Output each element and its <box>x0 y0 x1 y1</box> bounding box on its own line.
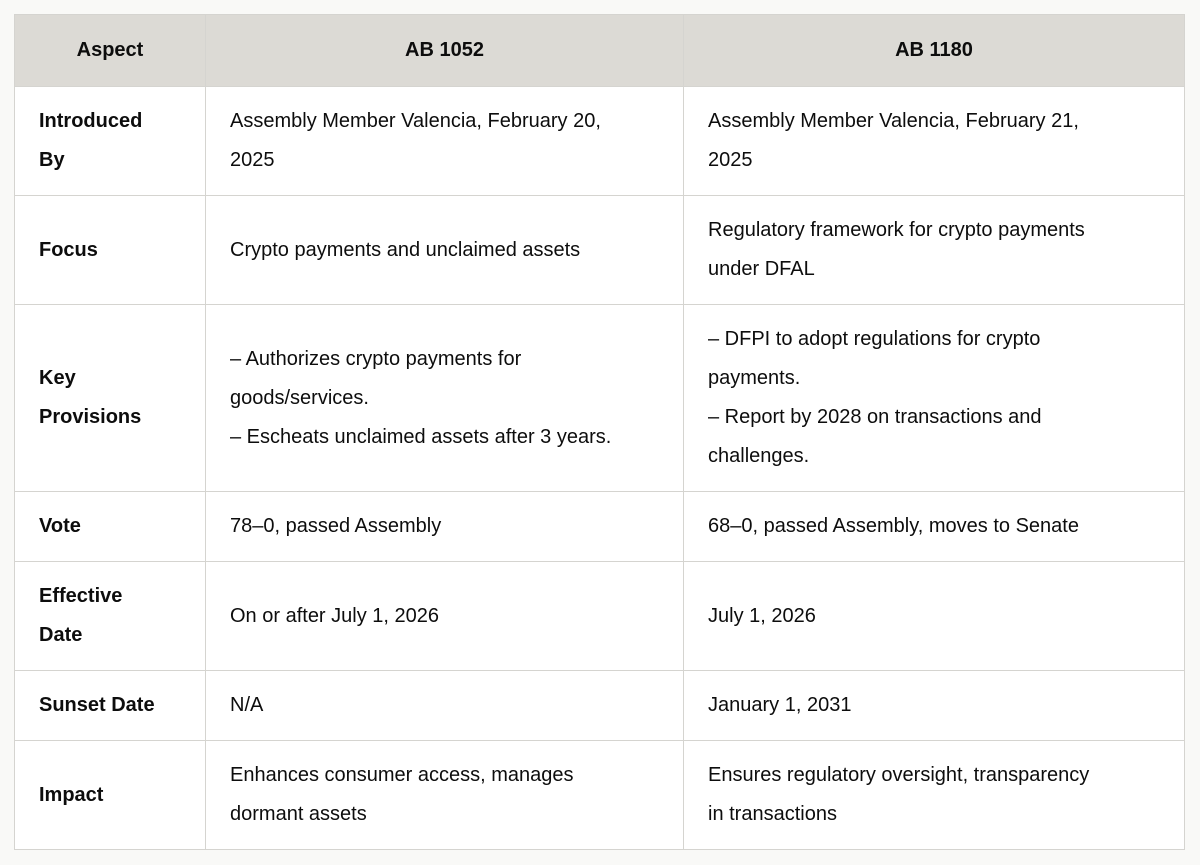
row-label-effective-date: Effective Date <box>14 561 206 671</box>
header-cell-aspect: Aspect <box>14 14 206 87</box>
table-row-effective-date: Effective Date On or after July 1, 2026 … <box>14 561 1185 671</box>
cell-ab1052-impact: Enhances consumer access, manages dorman… <box>205 740 684 850</box>
cell-ab1052-introduced-by: Assembly Member Valencia, February 20, 2… <box>205 86 684 196</box>
cell-ab1180-sunset-date: January 1, 2031 <box>683 670 1185 741</box>
table-row-impact: Impact Enhances consumer access, manages… <box>14 740 1185 850</box>
table-row-focus: Focus Crypto payments and unclaimed asse… <box>14 195 1185 305</box>
header-cell-ab1180: AB 1180 <box>683 14 1185 87</box>
cell-ab1180-vote: 68–0, passed Assembly, moves to Senate <box>683 491 1185 562</box>
row-label-sunset-date: Sunset Date <box>14 670 206 741</box>
cell-ab1052-focus: Crypto payments and unclaimed assets <box>205 195 684 305</box>
cell-ab1052-effective-date: On or after July 1, 2026 <box>205 561 684 671</box>
table-row-vote: Vote 78–0, passed Assembly 68–0, passed … <box>14 491 1185 562</box>
cell-ab1180-introduced-by: Assembly Member Valencia, February 21, 2… <box>683 86 1185 196</box>
cell-ab1052-vote: 78–0, passed Assembly <box>205 491 684 562</box>
header-cell-ab1052: AB 1052 <box>205 14 684 87</box>
row-label-introduced-by: Introduced By <box>14 86 206 196</box>
table-row-introduced-by: Introduced By Assembly Member Valencia, … <box>14 86 1185 196</box>
cell-ab1052-key-provisions: – Authorizes crypto payments for goods/s… <box>205 304 684 492</box>
table-row-key-provisions: Key Provisions – Authorizes crypto payme… <box>14 304 1185 492</box>
cell-ab1180-effective-date: July 1, 2026 <box>683 561 1185 671</box>
cell-ab1180-focus: Regulatory framework for crypto payments… <box>683 195 1185 305</box>
table-row-sunset-date: Sunset Date N/A January 1, 2031 <box>14 670 1185 741</box>
row-label-focus: Focus <box>14 195 206 305</box>
cell-ab1180-impact: Ensures regulatory oversight, transparen… <box>683 740 1185 850</box>
cell-ab1052-sunset-date: N/A <box>205 670 684 741</box>
row-label-impact: Impact <box>14 740 206 850</box>
bill-comparison-table: Aspect AB 1052 AB 1180 Introduced By Ass… <box>14 14 1185 850</box>
row-label-key-provisions: Key Provisions <box>14 304 206 492</box>
cell-ab1180-key-provisions: – DFPI to adopt regulations for crypto p… <box>683 304 1185 492</box>
row-label-vote: Vote <box>14 491 206 562</box>
table-header-row: Aspect AB 1052 AB 1180 <box>14 14 1185 87</box>
